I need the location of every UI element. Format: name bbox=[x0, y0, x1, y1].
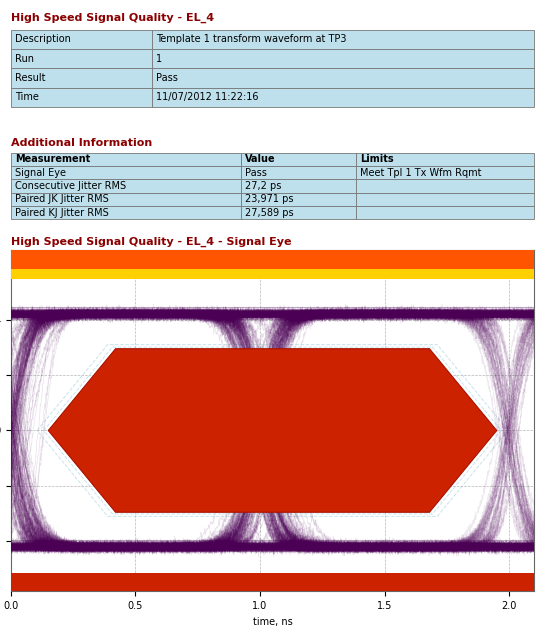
FancyBboxPatch shape bbox=[241, 192, 356, 206]
Text: Consecutive Jitter RMS: Consecutive Jitter RMS bbox=[15, 181, 126, 191]
Text: Paired KJ Jitter RMS: Paired KJ Jitter RMS bbox=[15, 208, 109, 218]
FancyBboxPatch shape bbox=[356, 153, 534, 166]
Text: Limits: Limits bbox=[360, 154, 394, 164]
Text: Time: Time bbox=[15, 92, 39, 103]
Text: 27,589 ps: 27,589 ps bbox=[245, 208, 294, 218]
Text: Pass: Pass bbox=[156, 73, 178, 83]
FancyBboxPatch shape bbox=[11, 166, 241, 179]
FancyBboxPatch shape bbox=[356, 166, 534, 179]
Text: Measurement: Measurement bbox=[15, 154, 90, 164]
Text: Template 1 transform waveform at TP3: Template 1 transform waveform at TP3 bbox=[156, 34, 347, 44]
FancyBboxPatch shape bbox=[241, 206, 356, 220]
FancyBboxPatch shape bbox=[241, 166, 356, 179]
Bar bbox=[11, 269, 534, 279]
Text: Pass: Pass bbox=[245, 168, 267, 177]
FancyBboxPatch shape bbox=[152, 30, 534, 49]
Text: 27,2 ps: 27,2 ps bbox=[245, 181, 282, 191]
FancyBboxPatch shape bbox=[11, 179, 241, 192]
Text: Meet Tpl 1 Tx Wfm Rqmt: Meet Tpl 1 Tx Wfm Rqmt bbox=[360, 168, 482, 177]
FancyBboxPatch shape bbox=[11, 30, 152, 49]
Text: High Speed Signal Quality - EL_4 - Signal Eye: High Speed Signal Quality - EL_4 - Signa… bbox=[11, 237, 292, 247]
Text: 1: 1 bbox=[156, 53, 162, 64]
Polygon shape bbox=[49, 348, 496, 512]
FancyBboxPatch shape bbox=[11, 87, 152, 107]
FancyBboxPatch shape bbox=[241, 179, 356, 192]
Text: Additional Information: Additional Information bbox=[11, 138, 152, 148]
Text: 23,971 ps: 23,971 ps bbox=[245, 194, 294, 204]
FancyBboxPatch shape bbox=[11, 192, 241, 206]
Bar bbox=[11, 250, 534, 269]
Bar bbox=[11, 572, 534, 591]
FancyBboxPatch shape bbox=[11, 153, 241, 166]
FancyBboxPatch shape bbox=[356, 179, 534, 192]
Text: High Speed Signal Quality - EL_4: High Speed Signal Quality - EL_4 bbox=[11, 13, 214, 23]
Text: 11/07/2012 11:22:16: 11/07/2012 11:22:16 bbox=[156, 92, 259, 103]
Text: Description: Description bbox=[15, 34, 71, 44]
FancyBboxPatch shape bbox=[241, 153, 356, 166]
FancyBboxPatch shape bbox=[11, 69, 152, 87]
FancyBboxPatch shape bbox=[152, 49, 534, 69]
X-axis label: time, ns: time, ns bbox=[253, 616, 292, 626]
FancyBboxPatch shape bbox=[11, 206, 241, 220]
FancyBboxPatch shape bbox=[152, 87, 534, 107]
Text: Paired JK Jitter RMS: Paired JK Jitter RMS bbox=[15, 194, 109, 204]
Text: Result: Result bbox=[15, 73, 46, 83]
FancyBboxPatch shape bbox=[152, 69, 534, 87]
FancyBboxPatch shape bbox=[356, 192, 534, 206]
Text: Run: Run bbox=[15, 53, 34, 64]
FancyBboxPatch shape bbox=[356, 206, 534, 220]
FancyBboxPatch shape bbox=[11, 49, 152, 69]
Text: Value: Value bbox=[245, 154, 276, 164]
Text: Signal Eye: Signal Eye bbox=[15, 168, 66, 177]
